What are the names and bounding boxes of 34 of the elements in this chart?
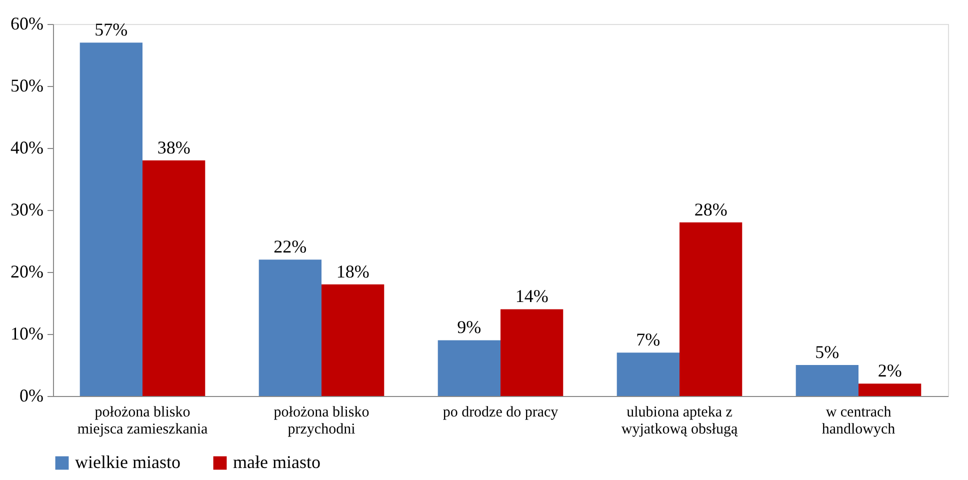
- bar: [680, 222, 742, 396]
- data-label: 9%: [457, 317, 482, 338]
- y-tick-label: 40%: [10, 138, 44, 158]
- x-tick-label: w centrach handlowych: [822, 404, 896, 438]
- data-label: 18%: [336, 261, 370, 282]
- bar: [796, 365, 858, 396]
- data-label: 28%: [694, 199, 728, 220]
- bar: [616, 352, 680, 396]
- x-tick-label: po drodze do pracy: [442, 404, 559, 420]
- y-tick-label: 30%: [10, 200, 44, 220]
- bar: [438, 340, 500, 396]
- data-label: 2%: [878, 360, 902, 381]
- legend-label: wielkie miasto: [75, 452, 180, 472]
- data-label: 38%: [157, 137, 190, 158]
- bar: [500, 309, 564, 396]
- data-label: 22%: [274, 236, 307, 257]
- y-tick-label: 50%: [10, 76, 44, 96]
- y-tick-label: 10%: [10, 324, 44, 344]
- y-tick-label: 20%: [10, 262, 44, 282]
- data-label: 57%: [94, 20, 128, 40]
- bar: [80, 42, 142, 396]
- data-label: 14%: [515, 286, 548, 306]
- x-tick-label: położona blisko przychodni: [274, 404, 370, 438]
- bar: [858, 384, 922, 396]
- bar: [322, 284, 384, 396]
- bar: [142, 160, 206, 396]
- data-label: 5%: [815, 342, 840, 362]
- legend-label: małe miasto: [233, 452, 320, 472]
- data-label: 7%: [636, 330, 660, 350]
- bar: [258, 260, 322, 396]
- y-tick-label: 0%: [20, 386, 44, 406]
- y-tick-label: 60%: [10, 14, 44, 34]
- x-tick-label: położona blisko miejsca zamieszkania: [77, 404, 208, 438]
- x-tick-label: ulubiona apteka z wyjatkową obsługą: [621, 404, 738, 438]
